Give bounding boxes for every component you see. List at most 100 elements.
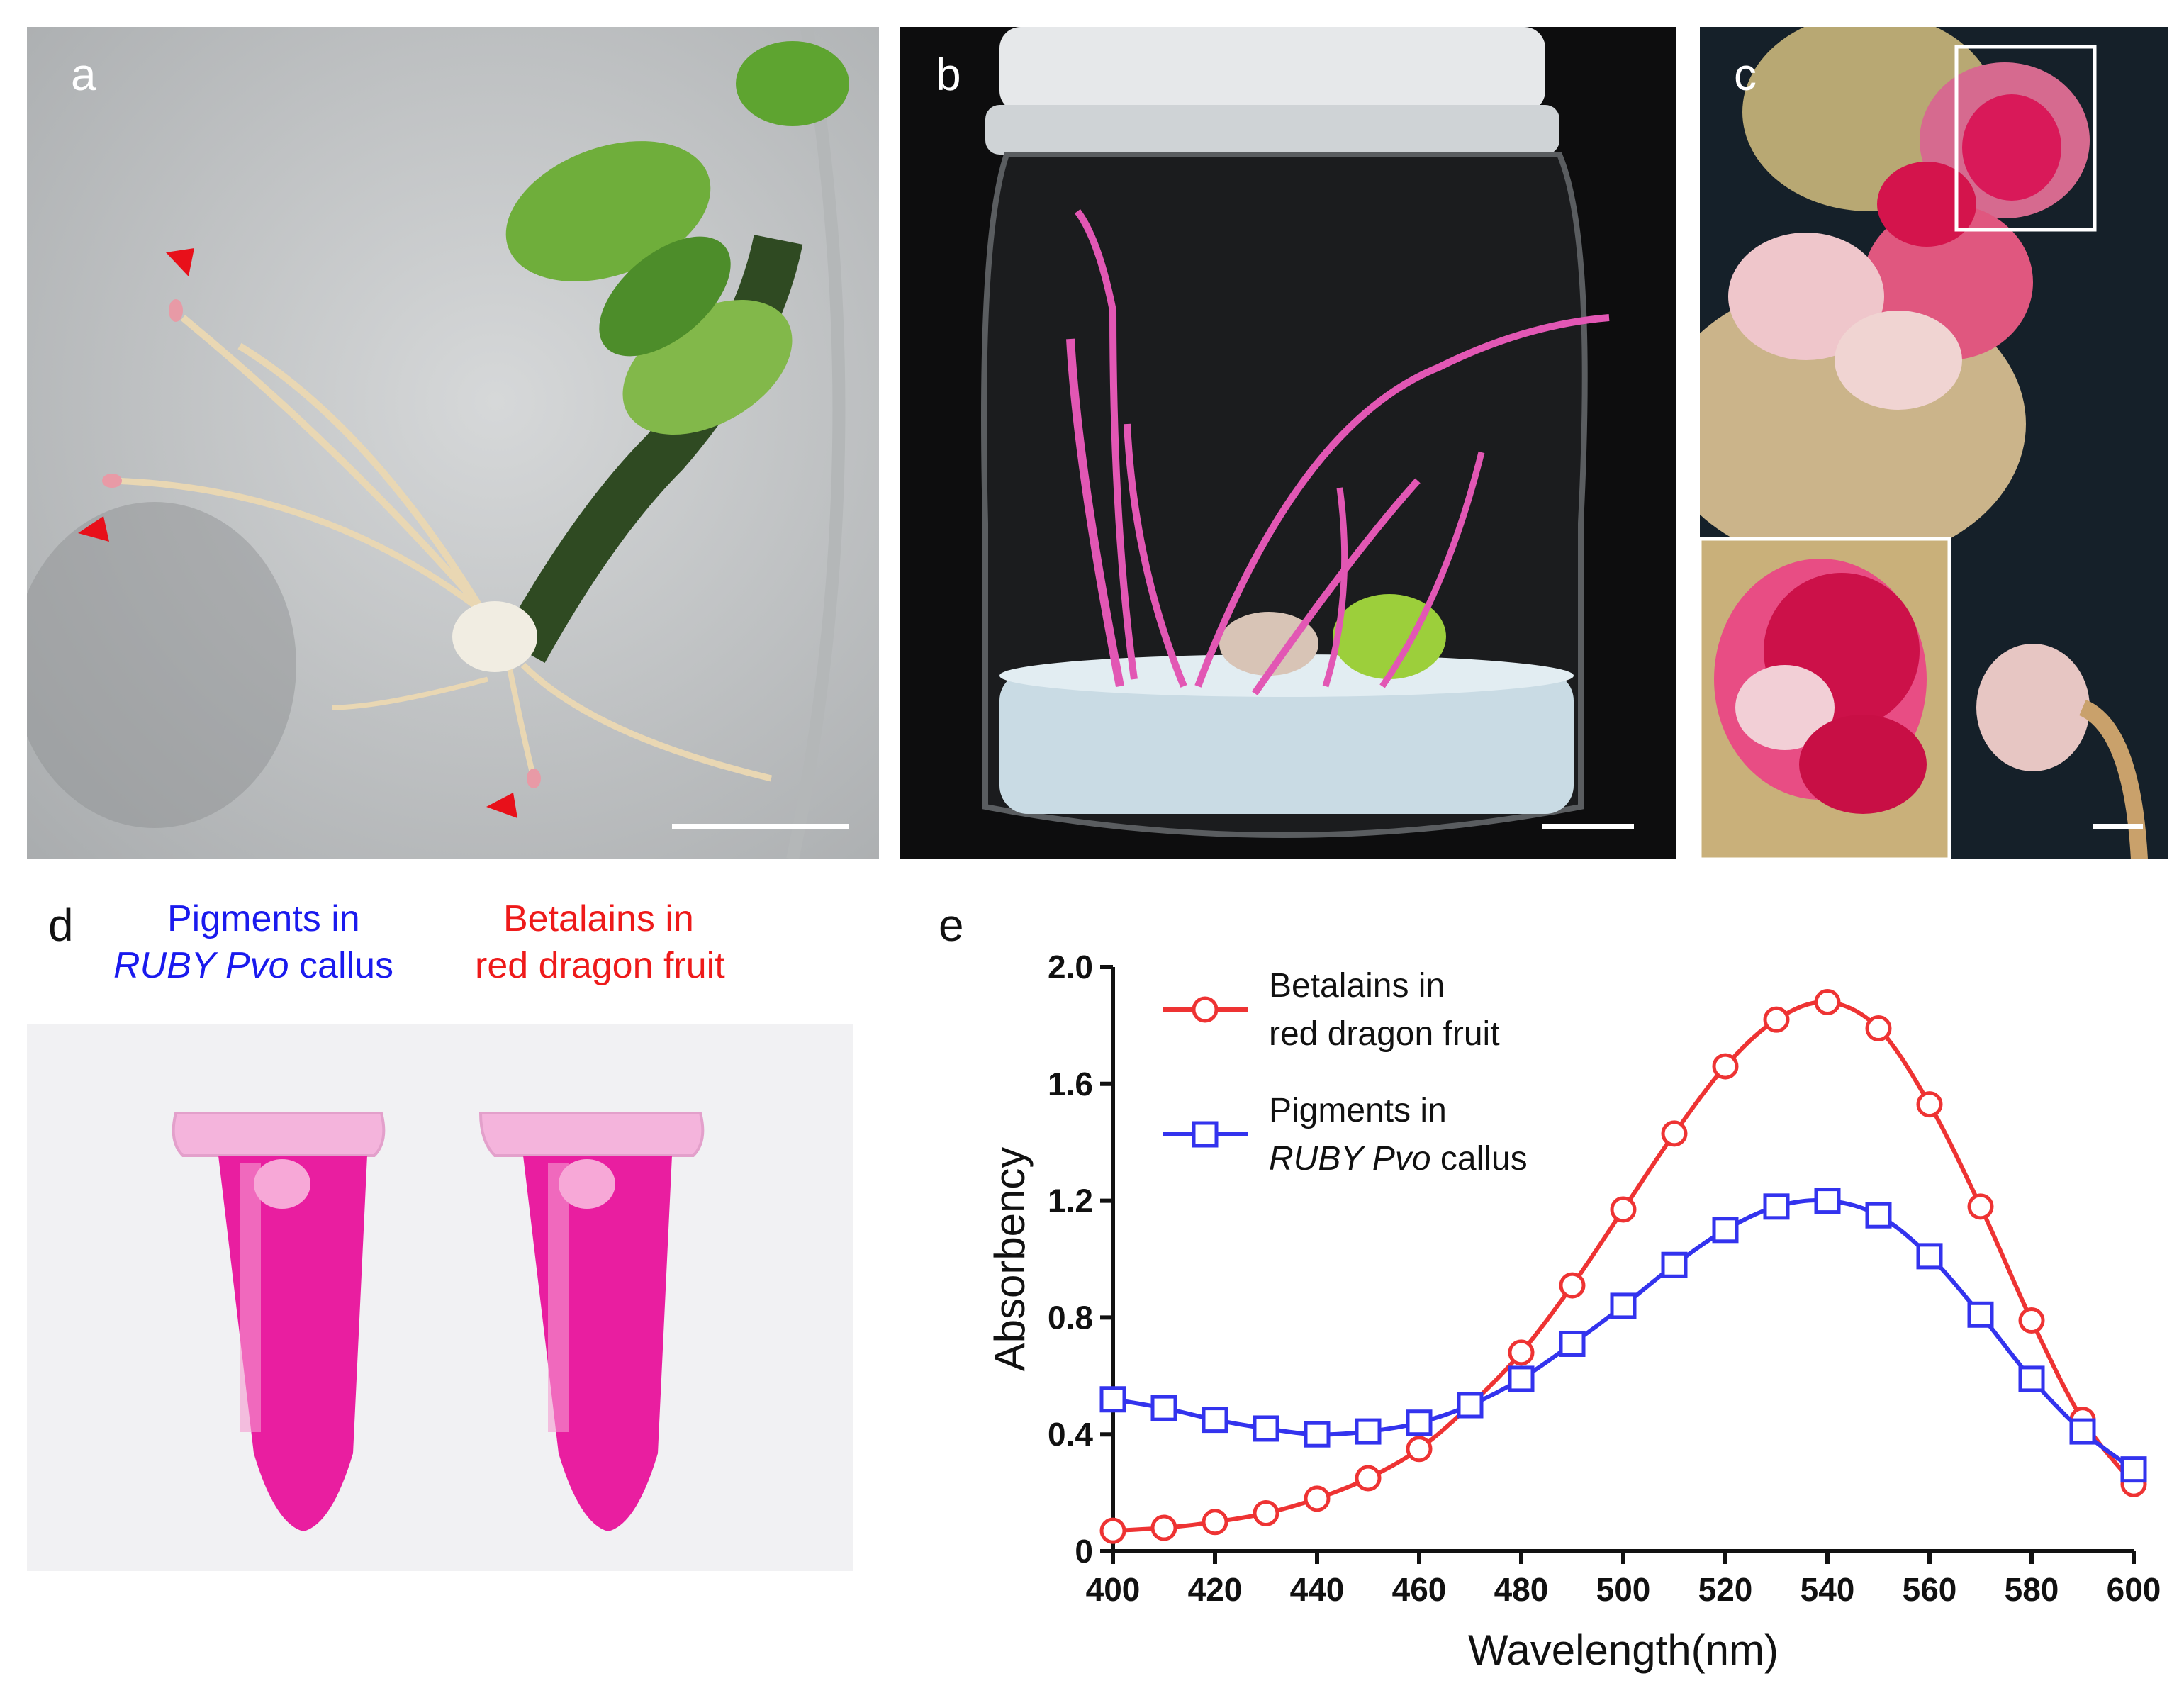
x-tick-label: 500 [1596,1571,1651,1608]
legend-text-line1: Pigments in [1269,1092,1447,1129]
panel-d-photo [27,886,853,1571]
arrowhead-marker-1 [166,248,194,276]
data-point-square [1610,1292,1637,1319]
data-point-square [1814,1188,1841,1214]
arrowhead-marker-2 [78,516,109,542]
tube-left-caption-line2: RUBY Pvo callus [113,944,393,987]
panel-b-illustration [900,27,1676,859]
x-tick-label: 480 [1494,1571,1549,1608]
x-tick-label: 460 [1392,1571,1447,1608]
x-tick-label: 420 [1188,1571,1243,1608]
data-point-square [1967,1301,1994,1328]
x-tick-label: 600 [2107,1571,2161,1608]
data-point-square [2120,1456,2147,1483]
y-tick-label: 2.0 [1048,949,1093,985]
arrowhead-marker-3 [486,793,517,818]
y-tick-label: 0.8 [1048,1299,1093,1336]
panel-label-d: d [48,900,74,951]
tube-right-caption-line2: red dragon fruit [475,945,725,986]
data-point-square [1508,1365,1535,1392]
data-point-square [1916,1243,1943,1270]
data-point-circle [1763,1006,1790,1033]
data-point-circle [1916,1091,1943,1118]
legend-text-line1: Betalains in [1269,967,1445,1005]
x-tick-label: 580 [2005,1571,2059,1608]
panel-label-e: e [939,900,964,951]
data-point-circle [1304,1485,1331,1512]
panel-d-illustration [27,1024,853,1571]
data-point-square [1406,1409,1433,1436]
data-point-square [1099,1386,1126,1413]
chart-axes: 400 420 440 460 480 500 520 540 560 580 600 0 0.4 0.8… [986,949,2161,1674]
data-point-circle [1099,1517,1126,1544]
data-point-square [1763,1193,1790,1220]
data-point-circle [1508,1339,1535,1366]
data-point-circle [1406,1436,1433,1463]
panel-c-photo: c [1700,27,2168,859]
chart-series [1099,988,2147,1544]
absorbency-chart: 400 420 440 460 480 500 520 540 560 580 600 0 0.4 0.8… [986,949,2161,1674]
legend-text-line2: RUBY Pvo callus [1269,1140,1528,1178]
x-axis-label: Wavelength(nm) [1468,1626,1779,1674]
panel-label-a: a [71,49,96,100]
panel-label-c: c [1734,49,1757,100]
scale-bar-b [1542,824,1634,829]
data-point-circle [1865,1015,1892,1042]
data-point-circle [2018,1307,2045,1334]
tube-right [478,1112,705,1531]
data-point-square [1661,1251,1688,1278]
x-tick-label: 440 [1290,1571,1345,1608]
zoom-region-box [1954,45,2097,232]
panel-a-illustration [27,27,879,859]
data-point-square [2069,1418,2096,1445]
panel-label-b: b [936,49,961,100]
y-tick-label: 0.4 [1048,1416,1093,1453]
tube-left-caption-italic: RUBY Pvo [113,945,289,986]
data-point-circle [1712,1053,1739,1080]
legend-text-rest: callus [1431,1140,1528,1178]
data-point-square [1304,1421,1331,1448]
y-tick-label: 1.2 [1048,1183,1093,1219]
legend-marker-circle [1192,996,1219,1023]
data-point-square [1202,1407,1228,1434]
data-point-circle [1150,1514,1177,1541]
data-point-circle [1967,1193,1994,1220]
tube-left [172,1112,386,1531]
data-point-square [1559,1330,1586,1357]
scale-bar-c [2093,824,2143,829]
panel-b-photo: b [900,27,1676,859]
legend-text-italic: RUBY Pvo [1269,1140,1431,1178]
x-tick-label: 560 [1903,1571,1957,1608]
scale-bar-a [672,824,849,829]
y-axis-label: Absorbency [986,1147,1034,1372]
tube-left-caption-rest: callus [289,945,393,986]
data-point-square [1150,1395,1177,1421]
data-point-circle [1253,1499,1279,1526]
data-point-square [1865,1202,1892,1229]
tube-left-caption-line1: Pigments in [167,898,360,939]
x-tick-label: 400 [1086,1571,1141,1608]
y-tick-label: 0 [1075,1533,1093,1570]
panel-c-illustration [1700,27,2168,859]
tube-right-caption-line1: Betalains in [503,898,694,939]
legend-text-line2: red dragon fruit [1269,1015,1500,1053]
x-tick-label: 540 [1801,1571,1855,1608]
data-point-circle [1610,1196,1637,1223]
data-point-square [2018,1365,2045,1392]
y-tick-label: 1.6 [1048,1066,1093,1102]
data-point-square [1253,1415,1279,1442]
data-point-square [1355,1418,1382,1445]
data-point-circle [1661,1120,1688,1147]
series-line-1 [1112,1000,2136,1533]
data-point-circle [1814,988,1841,1015]
data-point-circle [1355,1465,1382,1492]
legend-marker-square [1192,1121,1219,1148]
data-point-circle [1202,1509,1228,1536]
chart-legend: Betalains in red dragon fruit Pigments in R… [1163,967,1528,1178]
data-point-square [1457,1392,1484,1419]
panel-a-photo: a [27,27,879,859]
data-point-circle [1559,1272,1586,1299]
data-point-square [1712,1217,1739,1244]
x-tick-label: 520 [1698,1571,1753,1608]
